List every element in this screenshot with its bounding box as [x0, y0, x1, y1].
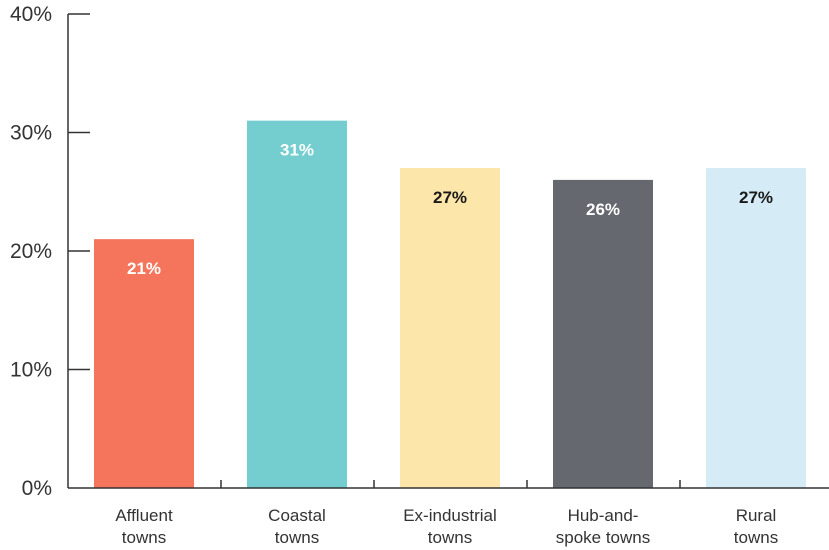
y-tick-label: 40%: [10, 3, 52, 26]
y-tick-label: 30%: [10, 122, 52, 145]
bar-value-label: 26%: [586, 200, 620, 219]
bar: [94, 239, 194, 488]
x-category-label-line: Hub-and-: [568, 506, 639, 525]
x-category-label: Hub-and-spoke towns: [556, 506, 651, 547]
x-category-label-line: spoke towns: [556, 528, 651, 547]
bar: [706, 168, 806, 489]
y-tick-label: 10%: [10, 359, 52, 382]
x-category-label: Ex-industrial towns: [403, 506, 497, 547]
bar: [247, 120, 347, 489]
x-category-label-line: Rural: [736, 506, 777, 525]
bar-value-label: 21%: [127, 259, 161, 278]
y-tick-label: 0%: [22, 477, 52, 500]
x-category-label-line: Ex-industrial: [403, 506, 497, 525]
x-axis: Affluent towns Coastal towns Ex-industrial to…: [68, 480, 829, 547]
y-axis: 0% 10% 20% 30% 40%: [10, 3, 90, 500]
bars: 21% 31% 27% 26% 27%: [94, 120, 806, 489]
x-category-label: Affluent towns: [115, 506, 173, 547]
x-category-label-line: Coastal: [268, 506, 326, 525]
x-category-label: Rural towns: [734, 506, 778, 547]
x-category-label-line: towns: [122, 528, 166, 547]
x-category-label-line: towns: [734, 528, 778, 547]
x-category-label: Coastal towns: [268, 506, 326, 547]
bar-value-label: 27%: [433, 188, 467, 207]
x-category-label-line: Affluent: [115, 506, 173, 525]
x-category-label-line: towns: [428, 528, 472, 547]
y-tick-label: 20%: [10, 240, 52, 263]
bar-value-label: 31%: [280, 141, 314, 160]
bar: [400, 168, 500, 489]
x-category-label-line: towns: [275, 528, 319, 547]
bar: [553, 179, 653, 488]
bar-value-label: 27%: [739, 188, 773, 207]
